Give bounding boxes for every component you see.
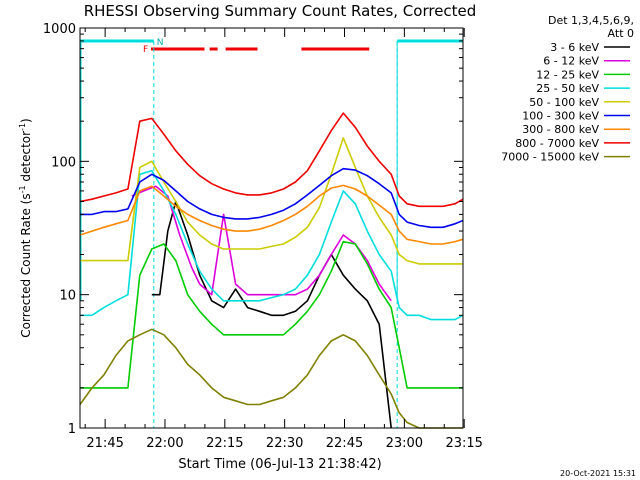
y-axis-label-sup2: -1 [18,123,27,131]
series-line-2 [131,185,392,302]
legend-header-detectors: Det 1,3,4,5,6,9, [548,14,634,27]
axes: 1 10 100 1000 21:45 22:00 22:15 22:30 22:45 23:00… [43,22,483,451]
plot-frame [79,27,464,429]
series-line-7 [79,184,464,245]
night-flag-label: N [157,38,164,48]
series-line-9 [79,328,463,429]
y-axis-label-sup1: -1 [18,185,27,193]
series-line-1 [151,200,392,429]
x-tick-label: 23:15 [445,436,482,451]
y-tick-label: 100 [51,155,76,170]
y-axis-label-end: ) [19,118,33,123]
x-tick-label: 22:30 [266,436,303,451]
legend-label-8: 800 - 7000 keV [515,137,599,150]
flare-flag-label: F [143,45,148,55]
x-tick-label: 22:00 [146,436,183,451]
y-tick-label: 1000 [43,22,76,37]
legend-label-9: 7000 - 15000 keV [501,151,599,164]
series-line-3 [80,240,463,389]
date-stamp: 20-Oct-2021 15:31 [560,469,636,478]
legend-header-attenuator: Att 0 [608,27,634,40]
x-tick-label: 21:45 [86,436,123,451]
y-tick-label: 1 [68,422,76,437]
y-axis-label-main: Corrected Count Rate (s [19,193,33,337]
series-line-8 [79,112,464,208]
legend-label-1: 3 - 6 keV [550,41,599,54]
series-line-6 [80,167,464,229]
x-tick-label: 22:15 [206,436,243,451]
y-tick-label: 10 [59,289,76,304]
legend-label-5: 50 - 100 keV [529,96,599,109]
chart-title: RHESSI Observing Summary Count Rates, Co… [84,2,477,20]
series-lines [79,112,464,429]
series-line-4 [80,169,464,321]
x-tick-label: 22:45 [326,436,363,451]
x-axis-label: Start Time (06-Jul-13 21:38:42) [178,457,381,472]
legend-label-4: 25 - 50 keV [536,82,599,95]
legend-label-6: 100 - 300 keV [522,110,599,123]
series-line-5 [80,137,463,265]
x-tick-label: 23:00 [386,436,423,451]
legend-label-3: 12 - 25 keV [536,68,599,81]
legend-label-7: 300 - 800 keV [522,123,599,136]
y-axis-label-mid: detector [19,131,33,186]
y-axis-label: Corrected Count Rate (s-1 detector-1) [18,118,33,337]
legend-label-2: 6 - 12 keV [543,55,599,68]
